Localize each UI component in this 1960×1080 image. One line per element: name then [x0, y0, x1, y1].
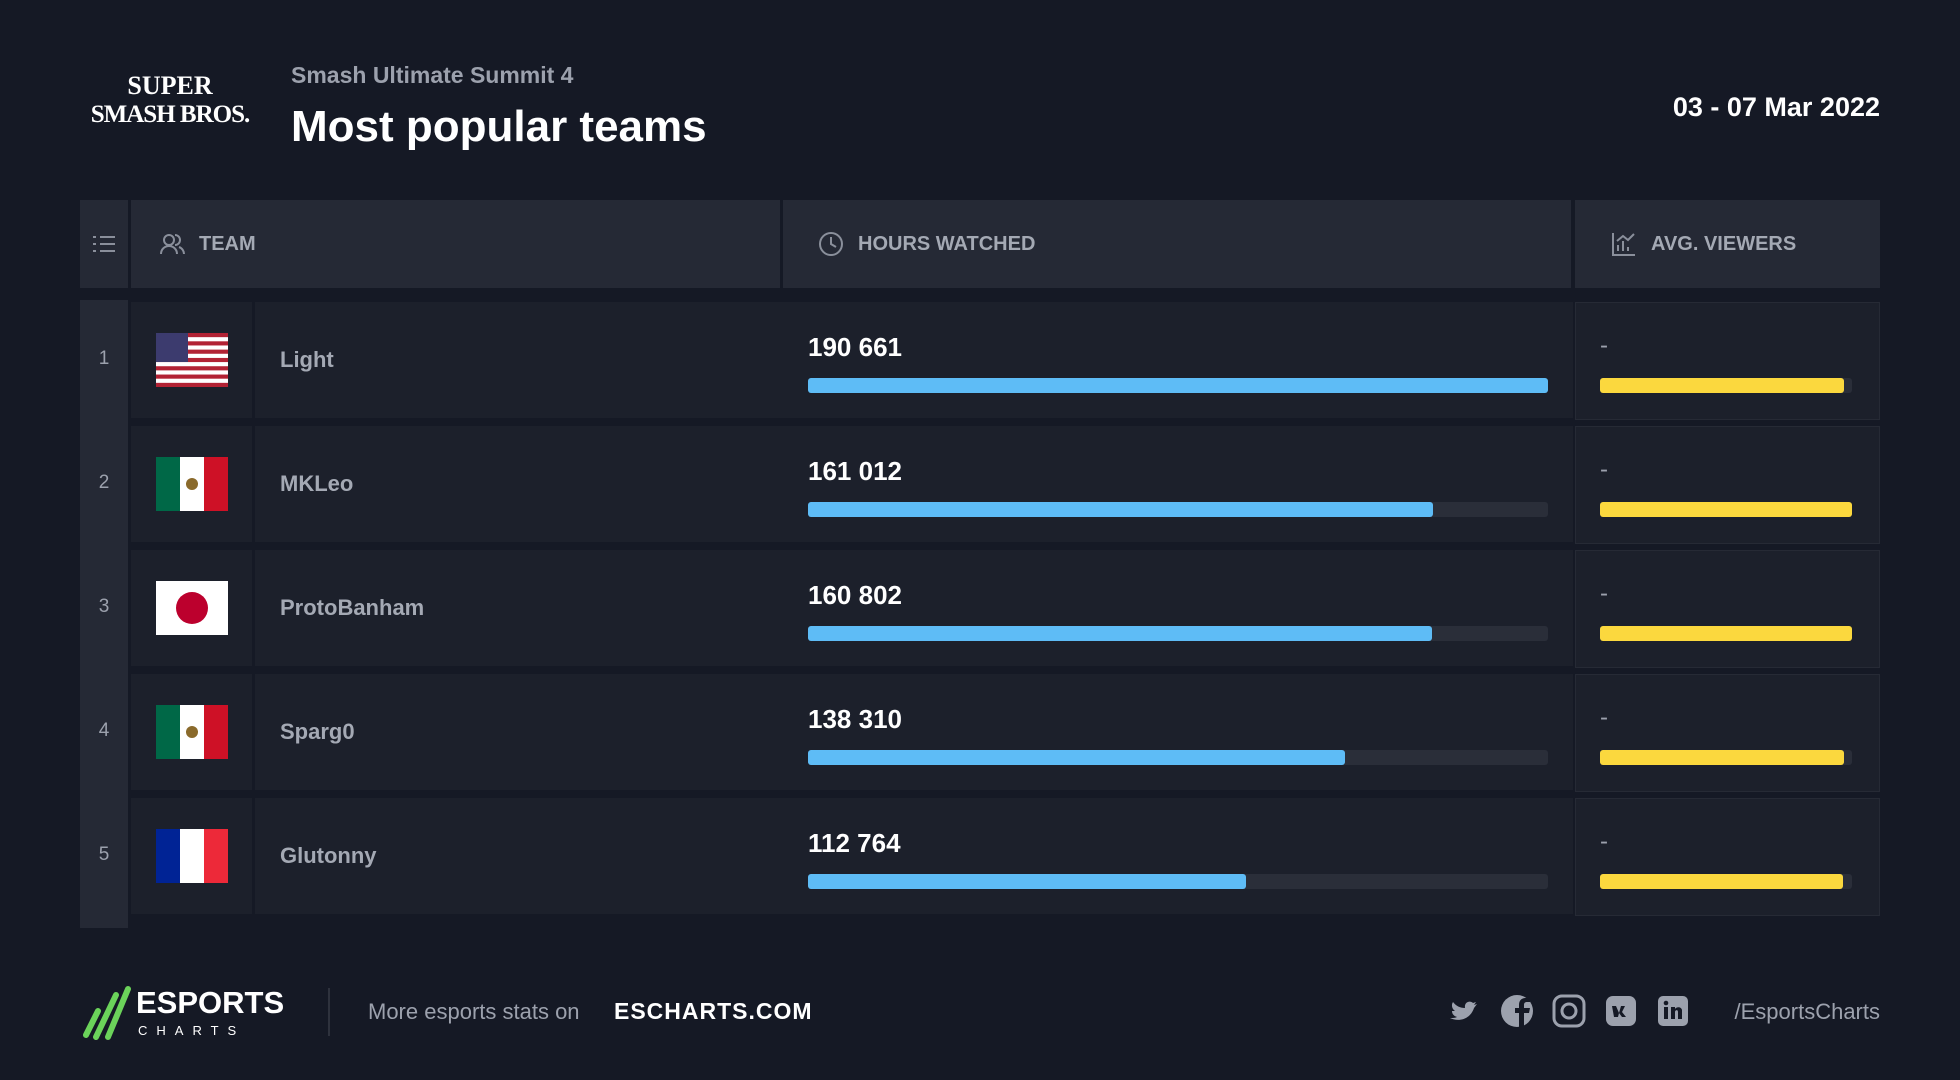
- team-cell: [255, 550, 1573, 666]
- rank: 4: [98, 720, 110, 741]
- rank: 2: [98, 472, 110, 493]
- instagram-icon[interactable]: [1552, 994, 1586, 1028]
- rank: 3: [98, 596, 110, 617]
- rank: 5: [98, 844, 110, 865]
- date: 03 - 07 Mar 2022: [1672, 92, 1880, 122]
- flag: [156, 705, 228, 759]
- flag-cell: [131, 550, 252, 666]
- social-icons: [1450, 994, 1688, 1028]
- logo: SUPER SMASH BROS.: [80, 72, 260, 144]
- team-icon: [160, 234, 185, 255]
- rank: 1: [98, 348, 110, 369]
- hours-bar: [808, 502, 1433, 517]
- viewers-bar: [1600, 626, 1852, 641]
- team-header: TEAM: [131, 200, 780, 288]
- avg-viewers: -: [1600, 828, 1608, 855]
- avg-viewers: -: [1600, 704, 1608, 731]
- team-name: Light: [280, 347, 334, 372]
- column-header: AVG. VIEWERS: [1651, 232, 1797, 255]
- list-icon: [93, 236, 115, 252]
- flag-cell: [131, 302, 252, 418]
- column-header: HOURS WATCHED: [858, 232, 1036, 255]
- viewers-cell: [1575, 674, 1880, 792]
- team-name: ProtoBanham: [280, 595, 425, 620]
- twitter-icon[interactable]: [1450, 1001, 1477, 1020]
- footer-cta: More esports stats on: [368, 999, 580, 1024]
- title: Most popular teams: [291, 102, 707, 151]
- logo-top: SUPER: [127, 71, 213, 100]
- team-name: MKLeo: [280, 471, 354, 496]
- hours-value: 161 012: [808, 456, 902, 486]
- team-cell: [255, 674, 1573, 790]
- avg-viewers: -: [1600, 332, 1608, 359]
- chart-icon: [1612, 233, 1635, 256]
- viewers-cell: [1575, 798, 1880, 916]
- flag-cell: [131, 674, 252, 790]
- hours-value: 138 310: [808, 704, 902, 734]
- hours-header: HOURS WATCHED: [783, 200, 1571, 288]
- clock-icon: [819, 232, 843, 256]
- viewers-cell: [1575, 426, 1880, 544]
- team-name: Glutonny: [280, 843, 377, 868]
- hours-bar: [808, 626, 1433, 641]
- team-cell: [255, 302, 1573, 418]
- hours-value: 160 802: [808, 580, 902, 610]
- viewers-cell: [1575, 550, 1880, 668]
- brand-logo: ESPORTS CHARTS: [83, 985, 284, 1040]
- flag-cell: [131, 426, 252, 542]
- avg-viewers: -: [1600, 456, 1608, 483]
- hours-value: 190 661: [808, 332, 902, 362]
- footer-handle[interactable]: /EsportsCharts: [1734, 999, 1881, 1024]
- brand-bottom: CHARTS: [138, 1023, 245, 1038]
- flag-cell: [131, 798, 252, 914]
- team-cell: [255, 426, 1573, 542]
- footer-site[interactable]: ESCHARTS.COM: [614, 998, 813, 1024]
- viewers-cell: [1575, 302, 1880, 420]
- hours-bar: [808, 378, 1548, 393]
- brand-top: ESPORTS: [136, 985, 284, 1020]
- column-header: TEAM: [199, 232, 256, 255]
- viewers-bar: [1600, 750, 1845, 765]
- flag: [156, 829, 228, 883]
- viewers-bar: [1600, 874, 1844, 889]
- divider: [328, 988, 330, 1036]
- viewers-bar: [1600, 502, 1852, 517]
- team-name: Sparg0: [280, 719, 355, 744]
- hours-value: 112 764: [808, 828, 901, 858]
- viewers-bar: [1600, 378, 1845, 393]
- viewers-header: AVG. VIEWERS: [1575, 200, 1880, 288]
- team-cell: [255, 798, 1573, 914]
- flag: [156, 333, 228, 387]
- flag: [156, 581, 228, 635]
- hours-bar: [808, 750, 1345, 765]
- rank-header: [80, 200, 128, 288]
- avg-viewers: -: [1600, 580, 1608, 607]
- hours-bar: [808, 874, 1246, 889]
- rank-column: [80, 300, 128, 928]
- flag: [156, 457, 228, 511]
- logo-bottom: SMASH BROS.: [90, 101, 250, 128]
- subtitle: Smash Ultimate Summit 4: [291, 62, 574, 88]
